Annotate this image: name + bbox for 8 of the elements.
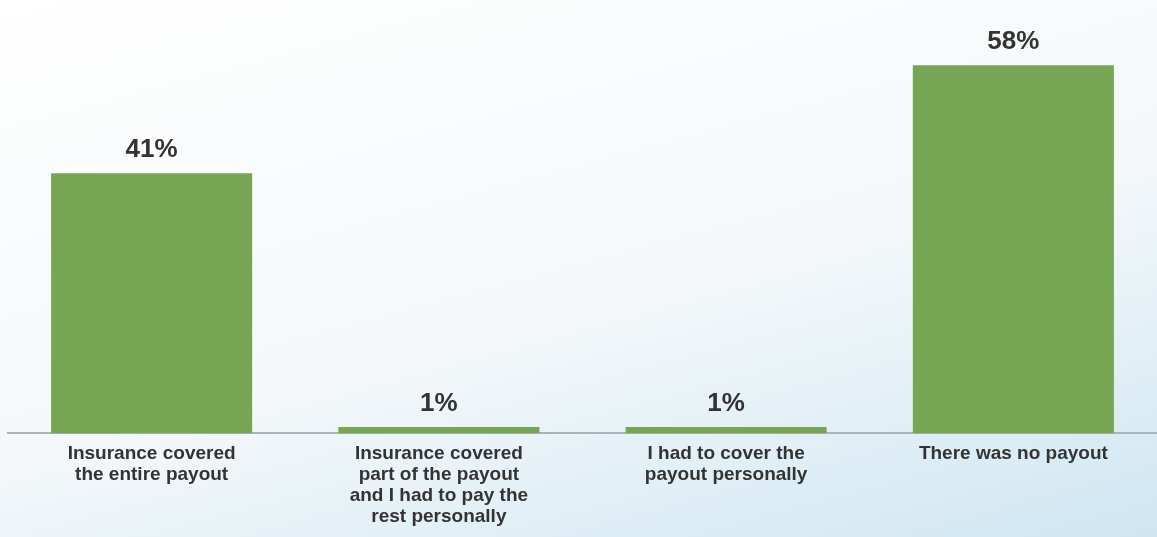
x-tick-label: Insurance covered the entire payout [67,442,236,484]
data-label: 58% [987,25,1040,56]
x-tick-label: Insurance covered part of the payout and I had to pay the rest personally [349,442,529,526]
data-label: 1% [420,387,458,418]
x-tick-label: I had to cover the payout personally [644,442,808,484]
data-label: 1% [707,387,745,418]
x-tick-label: There was no payout [918,442,1109,464]
data-label: 41% [125,133,178,164]
